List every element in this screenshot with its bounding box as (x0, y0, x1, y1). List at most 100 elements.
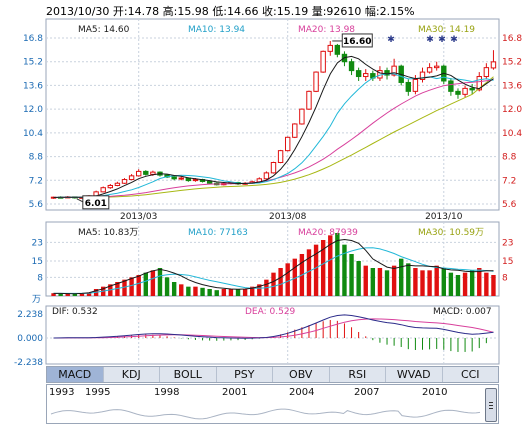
quote-header: 2013/10/30 开:14.78 高:15.98 低:14.66 收:15.… (46, 3, 415, 18)
timeline-scroll-handle[interactable] (485, 388, 497, 422)
timeline-sparkline-path (50, 408, 481, 420)
candle-body (462, 87, 468, 95)
candle-body (355, 70, 362, 78)
price-tick-left: 8.8 (29, 153, 44, 163)
low-label: 6.01 (85, 199, 107, 209)
candle-body (327, 44, 333, 52)
volume-legend-ma30: MA30: 10.59万 (418, 228, 484, 238)
candle-body (490, 61, 497, 69)
volume-bar (292, 258, 297, 296)
volume-bar (136, 275, 141, 296)
volume-bar (469, 270, 475, 296)
tab-wvad[interactable]: WVAD (386, 367, 443, 382)
candle-body (143, 170, 149, 175)
volume-legend-ma20: MA20: 87939 (298, 228, 358, 238)
candle-body (455, 90, 461, 95)
tab-macd[interactable]: MACD (47, 367, 104, 382)
candle-body (114, 182, 121, 186)
volume-bar (328, 235, 333, 296)
candle-body (284, 136, 291, 152)
volume-bar (285, 263, 290, 296)
price-tick-right: 13.6 (502, 81, 522, 91)
price-tick-left: 7.2 (29, 176, 43, 186)
volume-bar (65, 293, 70, 296)
indicator-tabs: MACD KDJ BOLL PSY OBV RSI WVAD CCI (46, 366, 499, 383)
volume-bar (207, 289, 212, 296)
stock-chart: 16.8 16.8 15.2 15.2 13.6 13.6 12.0 12.0 10.4 10.4… (14, 18, 522, 368)
tab-cci[interactable]: CCI (460, 368, 480, 381)
volume-bar (86, 292, 92, 296)
volume-bar (448, 272, 454, 296)
volume-bar (143, 272, 148, 296)
quote-open: 开:14.78 (112, 5, 160, 18)
price-tick-right: 12.0 (502, 105, 522, 115)
quote-date: 2013/10/30 (46, 5, 110, 18)
volume-bar (356, 261, 361, 296)
volume-bar (406, 263, 411, 296)
tab-kdj[interactable]: KDJ (104, 367, 160, 382)
volume-bar (200, 287, 205, 296)
timeline-year-label: 2007 (354, 387, 380, 398)
volume-bar (491, 275, 496, 296)
price-tick-right: 10.4 (502, 129, 522, 139)
volume-bar (214, 290, 219, 296)
timeline-year-label: 2001 (222, 387, 248, 398)
tab-psy[interactable]: PSY (217, 367, 273, 382)
tab-boll[interactable]: BOLL (160, 367, 217, 382)
event-marker-icon: ✱ (426, 35, 434, 45)
volume-bar (122, 279, 127, 296)
volume-tick-right: 8 (502, 273, 508, 283)
volume-bar (391, 265, 397, 296)
price-tick-left: 13.6 (23, 81, 43, 91)
price-tick-left: 12.0 (23, 105, 43, 115)
candle-body (476, 76, 482, 91)
high-label: 16.60 (343, 37, 371, 47)
candle-body (206, 180, 213, 184)
price-tick-right: 8.8 (502, 153, 517, 163)
volume-tick-right: 15 (502, 257, 513, 267)
low-label-box (82, 195, 110, 210)
macd-panel (45, 305, 500, 365)
volume-bar (72, 293, 78, 296)
candle-body (121, 179, 128, 184)
candle-body (292, 123, 298, 138)
volume-tick-left: 15 (32, 257, 43, 267)
macd-legend-dif: DIF: 0.532 (52, 307, 98, 317)
volume-legend-ma10: MA10: 77163 (188, 228, 248, 238)
volume-bar (228, 289, 234, 296)
macd-tick-left: 2.238 (17, 310, 43, 320)
event-marker-icon: ✱ (450, 35, 458, 45)
tab-rsi[interactable]: RSI (330, 367, 386, 382)
candle-body (128, 175, 135, 181)
volume-bar (377, 268, 383, 296)
timeline-navigator[interactable]: 1993 1995 1998 2001 2004 2007 2010 (46, 384, 499, 424)
candle-body (135, 170, 142, 177)
timeline-year-label: 2004 (289, 387, 315, 398)
candle-body (178, 177, 184, 180)
price-tick-right: 15.2 (502, 58, 522, 68)
event-marker-icon: ✱ (438, 35, 446, 45)
candle-body (405, 81, 412, 92)
volume-bar (242, 289, 248, 296)
candle-body (100, 187, 106, 193)
volume-bar (79, 293, 85, 296)
volume-bar (51, 293, 56, 296)
volume-bar (484, 272, 489, 296)
tab-obv[interactable]: OBV (273, 367, 330, 382)
price-tick-right: 7.2 (502, 176, 516, 186)
ma30-line (53, 76, 494, 198)
volume-bar (462, 272, 468, 296)
volume-bar (157, 268, 163, 296)
volume-bar (441, 268, 446, 296)
macd-tick-left: -2.238 (14, 358, 43, 368)
volume-bar (257, 284, 262, 296)
timeline-year-label: 1998 (154, 387, 180, 398)
x-tick-label: 2013/10 (425, 212, 463, 222)
price-tick-right: 16.8 (502, 34, 522, 44)
volume-bar (342, 244, 347, 296)
price-tick-right: 5.6 (502, 200, 517, 210)
volume-bar (455, 275, 461, 296)
volume-bar (186, 286, 191, 296)
candle-body (263, 172, 270, 180)
price-panel (45, 18, 500, 211)
